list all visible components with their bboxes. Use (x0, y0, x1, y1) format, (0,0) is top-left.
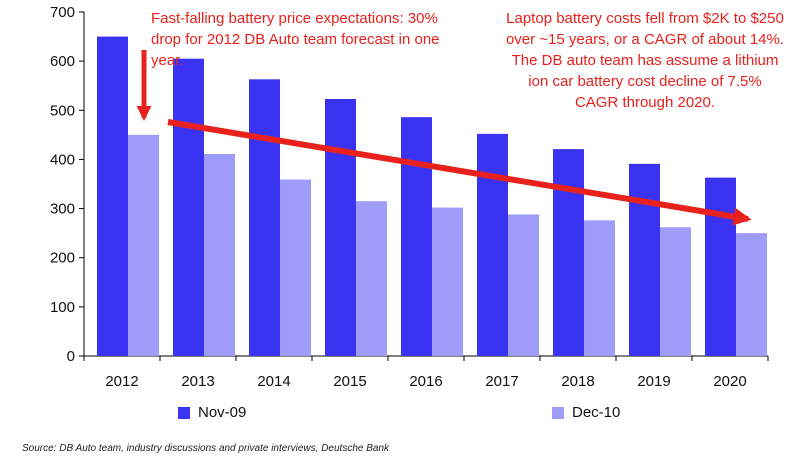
x-tick-label: 2020 (713, 373, 746, 390)
bar-dec-10-2017 (508, 214, 539, 356)
y-tick-label: 700 (50, 4, 75, 21)
x-tick-label: 2018 (561, 373, 594, 390)
source-note: Source: DB Auto team, industry discussio… (22, 443, 390, 454)
bar-nov-09-2012 (97, 36, 128, 356)
x-tick-label: 2016 (409, 373, 442, 390)
y-tick-label: 0 (67, 348, 75, 365)
bar-nov-09-2019 (629, 163, 660, 356)
y-tick-label: 100 (50, 299, 75, 316)
legend-item-dec-10: Dec-10 (552, 404, 620, 421)
x-tick-label: 2015 (333, 373, 366, 390)
x-tick-label: 2019 (637, 373, 670, 390)
annotation-left: Fast-falling battery price expectations:… (151, 10, 440, 69)
annotation-right: Laptop battery costs fell from $2K to $2… (505, 10, 785, 111)
y-axis: 0 100 200 300 400 500 600 700 (50, 4, 85, 365)
bar-dec-10-2015 (356, 201, 387, 356)
bar-nov-09-2020 (705, 177, 736, 356)
x-tick-label: 2012 (105, 373, 138, 390)
x-tick-label: 2013 (181, 373, 214, 390)
y-tick-label: 300 (50, 201, 75, 218)
legend-label-nov-09: Nov-09 (198, 404, 247, 421)
y-tick-label: 600 (50, 53, 75, 70)
legend-swatch-dec-10 (552, 406, 564, 419)
x-tick-label: 2017 (485, 373, 518, 390)
annotation-arrows (136, 50, 752, 226)
bar-dec-10-2014 (280, 179, 311, 356)
x-tick-label: 2014 (257, 373, 290, 390)
bar-dec-10-2016 (432, 207, 463, 356)
bar-dec-10-2020 (736, 233, 767, 356)
bar-dec-10-2012 (128, 134, 159, 356)
bar-dec-10-2018 (584, 220, 615, 356)
y-tick-label: 500 (50, 102, 75, 119)
x-axis: 2012 2013 2014 2015 2016 2017 2018 2019 2020 (83, 355, 769, 390)
bar-nov-09-2014 (249, 79, 280, 356)
legend-swatch-nov-09 (178, 406, 190, 419)
legend-label-dec-10: Dec-10 (572, 404, 621, 421)
legend-item-nov-09: Nov-09 (178, 404, 246, 421)
bar-nov-09-2018 (553, 149, 584, 356)
y-tick-label: 200 (50, 250, 75, 267)
trend-arrow (167, 119, 752, 226)
bar-nov-09-2015 (325, 98, 356, 357)
bar-nov-09-2013 (173, 58, 204, 356)
bar-nov-09-2017 (477, 133, 508, 356)
bar-dec-10-2013 (204, 154, 235, 356)
bars (97, 36, 767, 357)
bar-dec-10-2019 (660, 227, 691, 356)
bar-nov-09-2016 (401, 117, 432, 356)
y-tick-label: 400 (50, 151, 75, 168)
